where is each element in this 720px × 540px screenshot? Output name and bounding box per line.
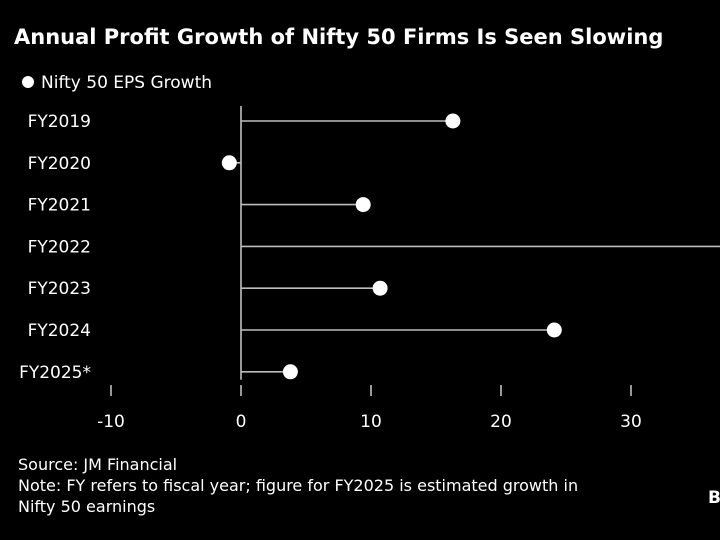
brand-logo: B — [708, 488, 720, 508]
x-tick-label: 0 — [236, 412, 247, 432]
category-label: FY2021 — [28, 196, 91, 216]
legend-label: Nifty 50 EPS Growth — [41, 73, 212, 93]
legend-marker — [22, 76, 34, 88]
category-label: FY2022 — [28, 237, 91, 257]
footnote-line-2: Nifty 50 earnings — [18, 497, 156, 516]
footnote-line-1: Note: FY refers to fiscal year; figure f… — [18, 476, 579, 495]
data-point-fy2023 — [372, 280, 388, 296]
category-label: FY2025* — [19, 363, 91, 383]
x-tick-label: 30 — [620, 412, 642, 432]
chart-title: Annual Profit Growth of Nifty 50 Firms I… — [14, 25, 664, 49]
category-label: FY2020 — [28, 154, 91, 174]
data-point-fy2020 — [221, 155, 237, 171]
x-tick-label: -10 — [97, 412, 125, 432]
source-note: Source: JM Financial — [18, 455, 178, 474]
x-tick-label: 10 — [360, 412, 382, 432]
chart-plot: Nifty 50 EPS Growth FY2019 FY2020 FY2021 FY2… — [19, 73, 720, 432]
data-point-fy2024 — [546, 322, 562, 338]
category-label: FY2019 — [28, 112, 91, 132]
category-label: FY2024 — [28, 321, 91, 341]
x-tick-label: 20 — [490, 412, 512, 432]
category-label: FY2023 — [28, 279, 91, 299]
data-point-fy2021 — [355, 197, 371, 213]
data-point-fy2019 — [445, 113, 461, 129]
data-point-fy2025 — [282, 364, 298, 380]
